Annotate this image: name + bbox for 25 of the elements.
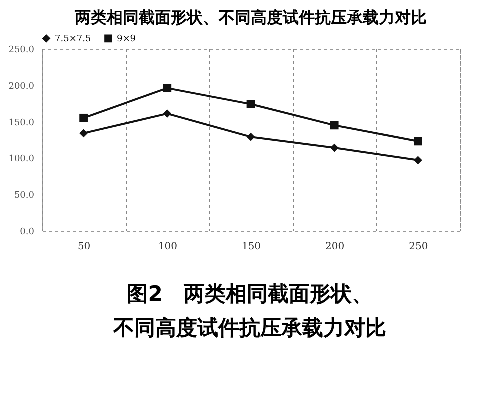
y-tick-label: 100.0 xyxy=(8,154,35,165)
point xyxy=(414,137,422,146)
point xyxy=(163,110,172,118)
chart-title: 两类相同截面形状、不同高度试件抗压承载力对比 xyxy=(74,8,427,27)
point xyxy=(330,121,339,130)
x-tick-label: 100 xyxy=(158,242,178,252)
y-tick-label: 50.0 xyxy=(14,191,35,202)
y-tick-label: 250.0 xyxy=(8,46,35,56)
x-tick-label: 50 xyxy=(78,242,91,252)
y-tick-label: 0.0 xyxy=(20,228,35,238)
x-tick-label: 200 xyxy=(326,242,345,252)
point xyxy=(163,84,172,92)
point xyxy=(330,144,339,152)
point xyxy=(80,114,88,122)
x-tick-label: 250 xyxy=(409,242,428,252)
point xyxy=(246,132,256,142)
y-tick-label: 150.0 xyxy=(8,118,35,128)
legend-label: 9×9 xyxy=(117,34,136,45)
caption: 图2 两类相同截面形状、不同高度试件抗压承载力对比 xyxy=(112,281,388,342)
point xyxy=(80,129,88,138)
point xyxy=(246,100,256,109)
x-tick-label: 150 xyxy=(242,242,262,252)
point xyxy=(414,156,422,165)
legend-label: 7.5×7.5 xyxy=(55,34,92,45)
y-tick-label: 200.0 xyxy=(8,82,35,92)
